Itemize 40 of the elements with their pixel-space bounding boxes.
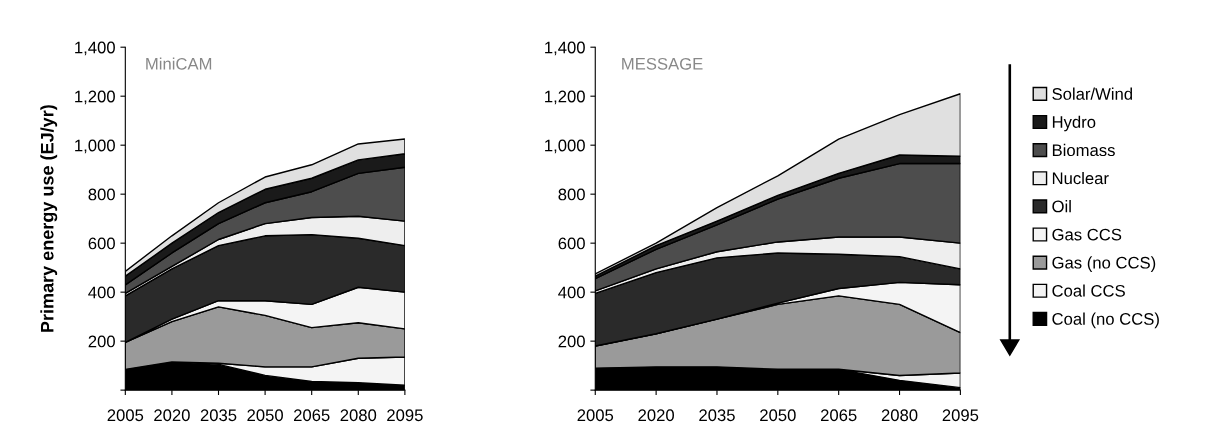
legend-label: Coal CCS (1052, 284, 1125, 297)
y-tick-label: 1,200 (545, 90, 585, 105)
y-tick-label: 800 (88, 188, 115, 201)
x-tick-label: 2065 (820, 409, 857, 422)
y-tick-label: 400 (558, 286, 585, 299)
legend-label: Biomass (1052, 143, 1115, 157)
x-tick-label: 2005 (107, 409, 144, 422)
x-tick-label: 2080 (881, 409, 918, 422)
y-axis-title: Primary energy use (EJ/yr) (40, 105, 58, 332)
legend-label: Gas CCS (1052, 228, 1122, 241)
y-tick-label: 400 (88, 286, 115, 299)
x-tick-label: 2035 (200, 409, 237, 422)
x-tick-label: 2035 (699, 409, 735, 422)
x-tick-label: 2020 (154, 409, 190, 422)
y-tick-label: 1,400 (545, 41, 585, 56)
annotation: MESSAGE (622, 57, 703, 70)
legend-label: Nuclear (1052, 171, 1109, 185)
x-tick-label: 2020 (638, 409, 675, 422)
x-tick-label: 2080 (340, 409, 377, 422)
x-tick-label: 2095 (387, 409, 423, 422)
legend-label: Gas (no CCS) (1052, 256, 1156, 272)
y-tick-label: 1,000 (545, 139, 585, 154)
x-tick-label: 2065 (294, 409, 330, 422)
y-tick-label: 800 (558, 188, 585, 201)
y-tick-label: 600 (558, 237, 585, 250)
y-tick-label: 1,400 (75, 41, 115, 56)
y-tick-label: 200 (558, 335, 585, 348)
x-tick-label: 2050 (760, 409, 796, 422)
legend-label: Solar/Wind (1052, 87, 1132, 100)
x-tick-label: 2050 (247, 409, 283, 422)
legend-label: Coal (no CCS) (1052, 312, 1159, 329)
y-tick-label: 600 (88, 237, 115, 250)
legend-label: Hydro (1052, 115, 1096, 132)
y-tick-label: 200 (88, 335, 115, 348)
x-tick-label: 2095 (942, 409, 979, 422)
y-tick-label: 1,200 (75, 90, 115, 105)
x-tick-label: 2005 (577, 409, 614, 422)
y-tick-label: 1,000 (75, 139, 115, 154)
annotation: MiniCAM (146, 57, 212, 70)
legend-label: Oil (1052, 200, 1071, 213)
